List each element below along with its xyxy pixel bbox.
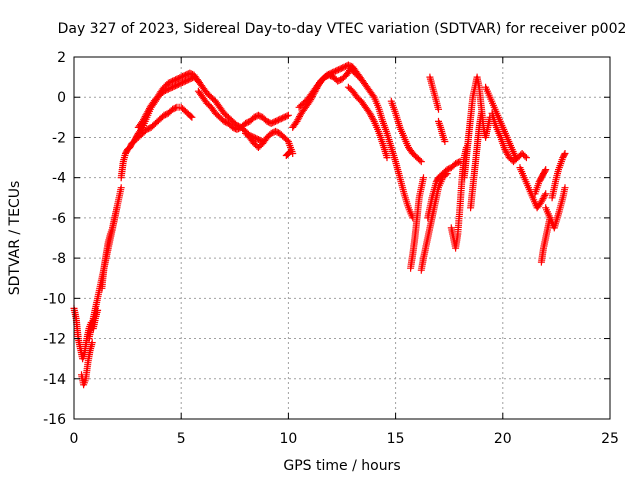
data-point-markers xyxy=(242,127,297,157)
y-tick-label: 2 xyxy=(57,50,66,66)
data-point-markers xyxy=(417,170,451,274)
chart-title: Day 327 of 2023, Sidereal Day-to-day VTE… xyxy=(58,21,627,37)
data-point-markers xyxy=(134,103,196,141)
data-point-markers xyxy=(424,158,464,222)
series-arc-14 xyxy=(349,63,417,222)
axis-ticks: 0 5 10 15 20 25 -16 -14 -12 -10 -8 -6 -4 -2 0 2 xyxy=(43,50,619,447)
series-arc-21 xyxy=(435,117,449,145)
y-tick-label: -12 xyxy=(43,332,66,348)
data-point-markers xyxy=(194,87,292,133)
series-arc-2 xyxy=(78,339,96,389)
series-arc-18 xyxy=(417,170,451,274)
data-point-markers xyxy=(467,109,485,212)
y-tick-label: -16 xyxy=(43,412,66,428)
data-point-markers xyxy=(78,339,96,389)
series-arc-17 xyxy=(407,174,427,272)
series-arc-31 xyxy=(531,166,550,198)
data-points xyxy=(70,61,569,389)
series-arc-6 xyxy=(134,73,198,131)
y-tick-label: -6 xyxy=(52,211,66,227)
data-point-markers xyxy=(542,184,569,232)
series-arc-26 xyxy=(488,109,530,166)
y-axis-label: SDTVAR / TECUs xyxy=(7,181,23,296)
data-point-markers xyxy=(435,117,449,145)
x-tick-label: 25 xyxy=(601,431,619,447)
data-point-markers xyxy=(349,63,417,222)
series-arc-30 xyxy=(548,150,569,202)
series-arc-7 xyxy=(134,103,196,141)
y-tick-label: -14 xyxy=(43,372,66,388)
series-arc-10 xyxy=(242,127,297,157)
data-point-markers xyxy=(407,174,427,272)
series-arc-20 xyxy=(426,73,442,113)
series-arc-9 xyxy=(194,87,292,133)
data-point-markers xyxy=(548,150,569,202)
series-arc-27 xyxy=(516,164,550,212)
series-arc-24 xyxy=(467,109,485,212)
x-axis-label: GPS time / hours xyxy=(283,458,400,474)
data-point-markers xyxy=(98,204,121,292)
data-point-markers xyxy=(134,73,198,131)
y-tick-label: -4 xyxy=(52,171,66,187)
series-arc-16 xyxy=(387,97,425,166)
series-arc-15 xyxy=(344,83,391,162)
x-tick-label: 0 xyxy=(70,431,79,447)
series-arc-19 xyxy=(424,158,464,222)
x-tick-label: 5 xyxy=(177,431,186,447)
plot-frame xyxy=(73,56,611,420)
series-arc-4 xyxy=(98,204,121,292)
data-point-markers xyxy=(482,83,520,162)
data-point-markers xyxy=(516,164,550,212)
x-tick-label: 10 xyxy=(279,431,297,447)
series-arc-11 xyxy=(282,148,294,159)
data-point-markers xyxy=(344,83,391,162)
y-tick-label: -8 xyxy=(52,251,66,267)
series-arc-29 xyxy=(542,184,569,232)
data-point-markers xyxy=(282,148,294,159)
x-tick-label: 20 xyxy=(494,431,512,447)
x-tick-label: 15 xyxy=(387,431,405,447)
data-point-markers xyxy=(387,97,425,166)
data-point-markers xyxy=(531,166,550,198)
y-tick-label: -2 xyxy=(52,130,66,146)
y-tick-label: -10 xyxy=(43,291,66,307)
data-point-markers xyxy=(488,109,530,166)
series-arc-25 xyxy=(482,83,520,162)
data-point-markers xyxy=(426,73,442,113)
y-tick-label: 0 xyxy=(57,90,66,106)
